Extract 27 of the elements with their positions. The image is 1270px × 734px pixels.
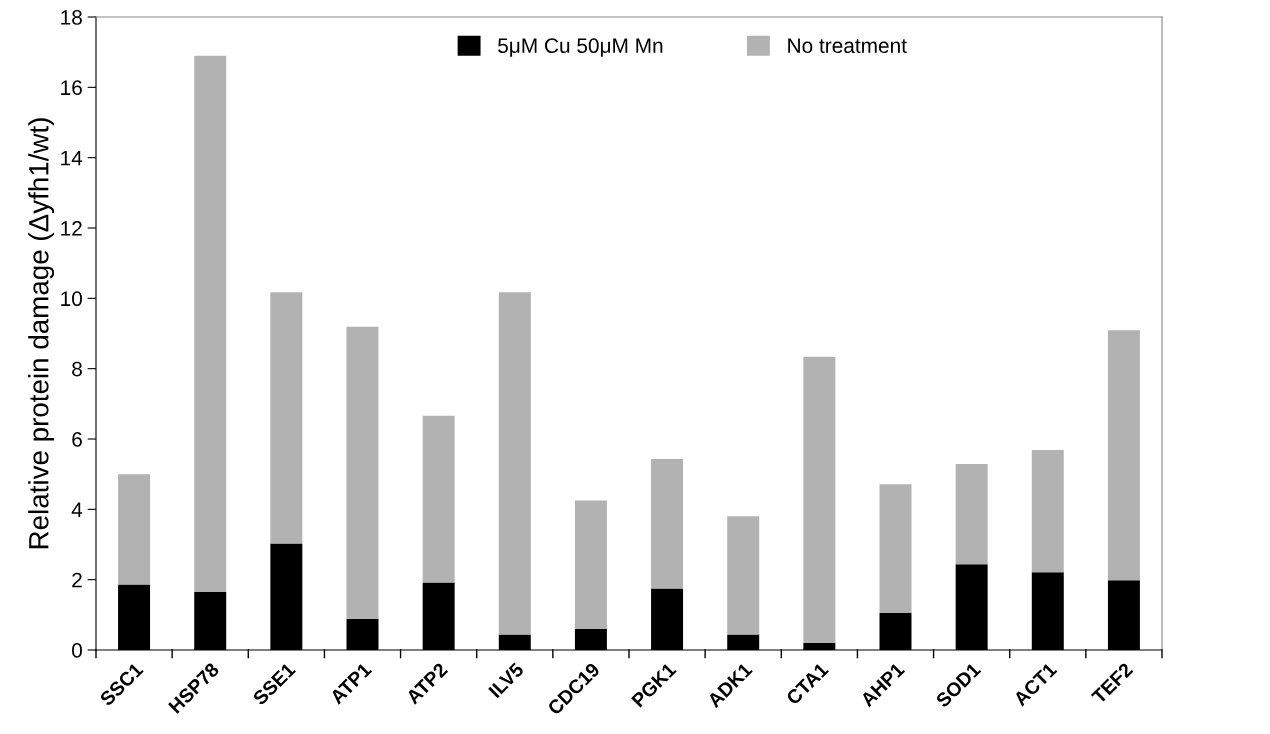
bar [955,463,988,565]
bar [346,326,379,619]
bar [879,484,912,614]
y-tick-label: 18 [61,10,82,25]
bar [498,292,531,635]
bar [422,415,455,583]
y-tick-label: 14 [61,150,83,166]
bar [574,500,607,629]
y-axis-title: Relative protein damage (Δyfh1/wt) [28,118,55,549]
y-tick-label: 10 [61,291,82,307]
y-tick-label: 16 [61,80,82,96]
bar [1031,449,1064,573]
legend-label: No treatment [788,38,907,54]
y-tick-label: 2 [72,572,82,588]
bar [1107,330,1140,581]
bar [118,474,151,585]
y-tick-label: 0 [72,643,82,658]
bar [194,55,227,592]
bar [270,292,303,544]
legend-label: 5μM Cu 50μM Mn [498,38,663,57]
y-tick-label: 8 [72,361,82,377]
bar [803,356,836,643]
y-tick-label: 6 [72,432,82,447]
y-tick-label: 12 [61,221,82,236]
bar [727,516,760,635]
y-tick-label: 4 [71,502,83,517]
bar [651,459,684,589]
